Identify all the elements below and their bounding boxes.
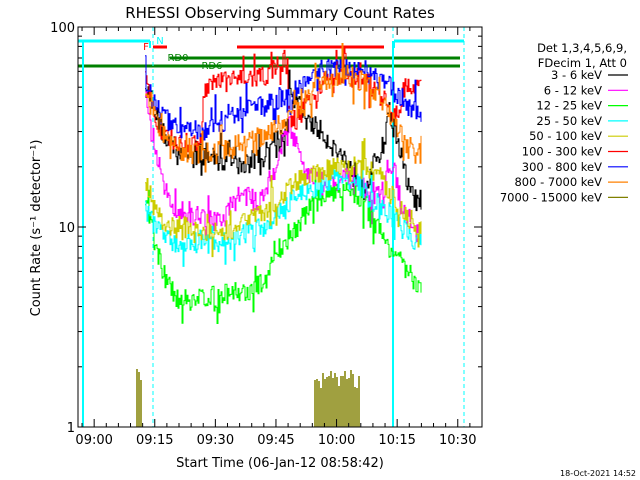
x-tick-label: 10:30 <box>439 433 476 448</box>
x-axis-label: Start Time (06-Jan-12 08:58:42) <box>176 456 384 471</box>
series-line-4 <box>145 138 422 258</box>
y-tick-label: 100 <box>50 21 75 36</box>
annotation-label: RD0 <box>167 53 188 64</box>
legend-label: 3 - 6 keV <box>551 68 602 82</box>
legend-label: 800 - 7000 keV <box>514 175 602 189</box>
legend: Det 1,3,4,5,6,9,FDecim 1, Att 03 - 6 keV… <box>500 41 628 204</box>
series-line-7 <box>145 43 422 173</box>
y-axis-label: Count Rate (s⁻¹ detector⁻¹) <box>29 140 44 317</box>
series-line-2 <box>145 176 422 324</box>
legend-header: FDecim 1, Att 0 <box>538 56 627 70</box>
plot-area: NF RD0 RD6 <box>78 27 465 427</box>
series-line-3 <box>145 169 422 267</box>
legend-header: Det 1,3,4,5,6,9, <box>537 41 627 55</box>
legend-label: 6 - 12 keV <box>544 83 602 97</box>
annotation-label: RD6 <box>201 61 222 72</box>
legend-label: 12 - 25 keV <box>536 99 602 113</box>
legend-label: 25 - 50 keV <box>536 114 602 128</box>
series-line-1 <box>145 91 422 242</box>
axes: 09:00 09:15 09:30 09:45 10:00 10:15 10:30 1 10 10… <box>50 21 483 448</box>
annotation-label: F <box>143 42 149 53</box>
x-tick-label: 09:00 <box>75 433 112 448</box>
series-group <box>78 27 465 427</box>
x-tick-label: 09:15 <box>136 433 173 448</box>
legend-label: 100 - 300 keV <box>522 145 602 159</box>
chart-title: RHESSI Observing Summary Count Rates <box>125 4 435 22</box>
x-tick-label: 09:30 <box>197 433 234 448</box>
x-tick-label: 10:15 <box>378 433 415 448</box>
y-tick-label: 10 <box>58 221 75 236</box>
x-tick-label: 10:00 <box>318 433 355 448</box>
x-tick-label: 09:45 <box>257 433 294 448</box>
legend-label: 50 - 100 keV <box>529 129 602 143</box>
annotation-label: N <box>156 36 163 47</box>
series-line-6 <box>145 55 422 141</box>
legend-label: 300 - 800 keV <box>522 160 602 174</box>
y-tick-label: 1 <box>67 421 75 436</box>
legend-label: 7000 - 15000 keV <box>500 190 602 204</box>
plot-timestamp: 18-Oct-2021 14:52 <box>560 469 636 478</box>
